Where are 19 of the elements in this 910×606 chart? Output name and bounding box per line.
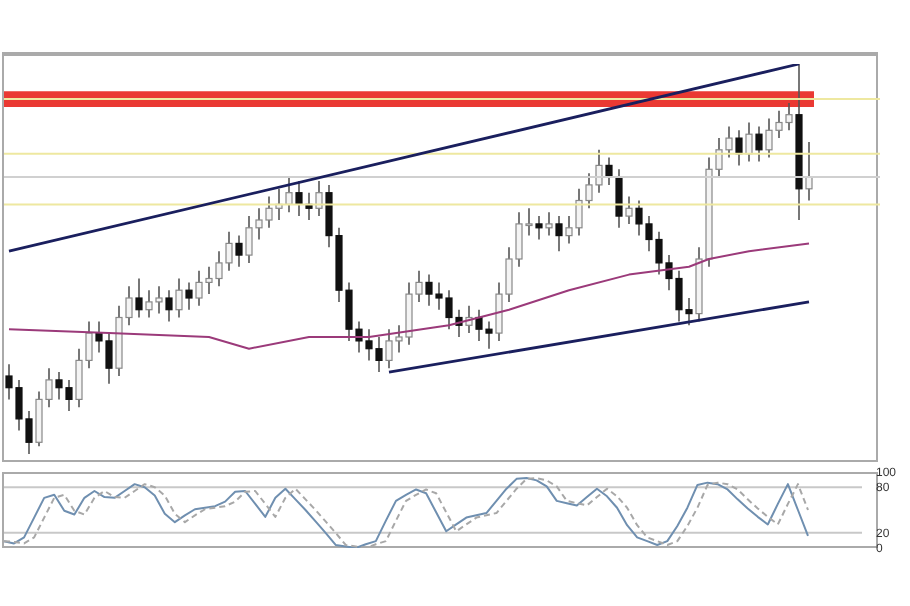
candlestick — [135, 277, 143, 319]
candlestick — [185, 281, 193, 311]
candlestick — [615, 168, 623, 229]
candlestick — [175, 277, 183, 319]
candlestick — [545, 211, 553, 237]
candlestick — [235, 234, 243, 268]
candlestick — [605, 156, 613, 186]
candlestick — [735, 129, 743, 167]
candlestick — [295, 180, 303, 217]
candlestick — [535, 215, 543, 241]
candlestick — [305, 191, 313, 221]
candlestick — [165, 289, 173, 323]
candlestick — [555, 215, 563, 252]
candlestick — [285, 176, 293, 213]
candlestick — [625, 195, 633, 225]
candlestick — [315, 180, 323, 217]
candlestick — [755, 125, 763, 163]
candlestick — [805, 141, 813, 202]
candlestick — [745, 121, 753, 163]
